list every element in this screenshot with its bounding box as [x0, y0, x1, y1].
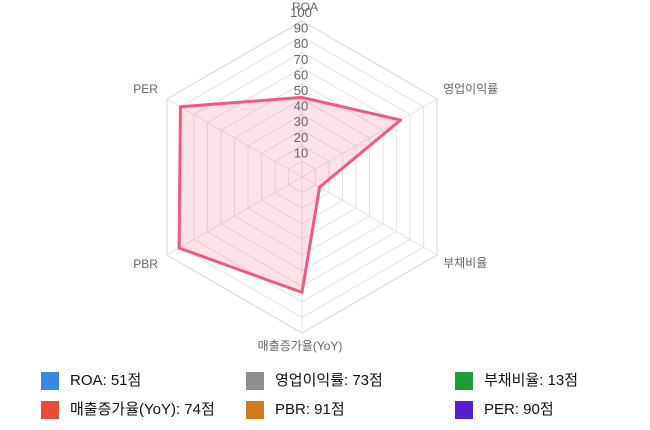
svg-text:80: 80	[294, 36, 308, 51]
axis-label: 영업이익률	[443, 82, 498, 96]
roa-legend-label: ROA: 51점	[70, 372, 142, 389]
revenue-growth-legend-label: 매출증가율(YoY): 74점	[70, 401, 215, 418]
legend-item-revenue-growth[interactable]: 매출증가율(YoY): 74점	[41, 401, 246, 419]
svg-text:20: 20	[294, 130, 308, 145]
legend-item-debt-ratio[interactable]: 부채비율: 13점	[455, 372, 644, 390]
svg-text:50: 50	[294, 83, 308, 98]
debt-ratio-legend-label: 부채비율: 13점	[484, 372, 579, 389]
axis-label: PBR	[133, 257, 158, 271]
operating-margin-legend-label: 영업이익률: 73점	[275, 372, 383, 389]
svg-text:100: 100	[290, 5, 312, 20]
svg-text:90: 90	[294, 21, 308, 36]
svg-text:10: 10	[294, 145, 308, 160]
revenue-growth-legend-swatch	[41, 401, 59, 419]
legend-item-operating-margin[interactable]: 영업이익률: 73점	[246, 372, 455, 390]
svg-text:60: 60	[294, 67, 308, 82]
axis-label: 부채비율	[443, 256, 487, 270]
svg-text:40: 40	[294, 99, 308, 114]
legend-item-roa[interactable]: ROA: 51점	[41, 372, 246, 390]
per-legend-label: PER: 90점	[484, 401, 554, 418]
svg-text:70: 70	[294, 52, 308, 67]
legend-item-pbr[interactable]: PBR: 91점	[246, 401, 455, 419]
pbr-legend-swatch	[246, 401, 264, 419]
chart-legend: ROA: 51점 영업이익률: 73점 부채비율: 13점 매출증가율(YoY)…	[41, 372, 644, 419]
roa-legend-swatch	[41, 372, 59, 390]
per-legend-swatch	[455, 401, 473, 419]
operating-margin-legend-swatch	[246, 372, 264, 390]
legend-item-per[interactable]: PER: 90점	[455, 401, 644, 419]
svg-text:30: 30	[294, 114, 308, 129]
axis-label: 매출증가율(YoY)	[258, 339, 343, 353]
debt-ratio-legend-swatch	[455, 372, 473, 390]
axis-label: PER	[133, 82, 158, 96]
pbr-legend-label: PBR: 91점	[275, 401, 345, 418]
axis-label: ROA	[292, 0, 318, 14]
